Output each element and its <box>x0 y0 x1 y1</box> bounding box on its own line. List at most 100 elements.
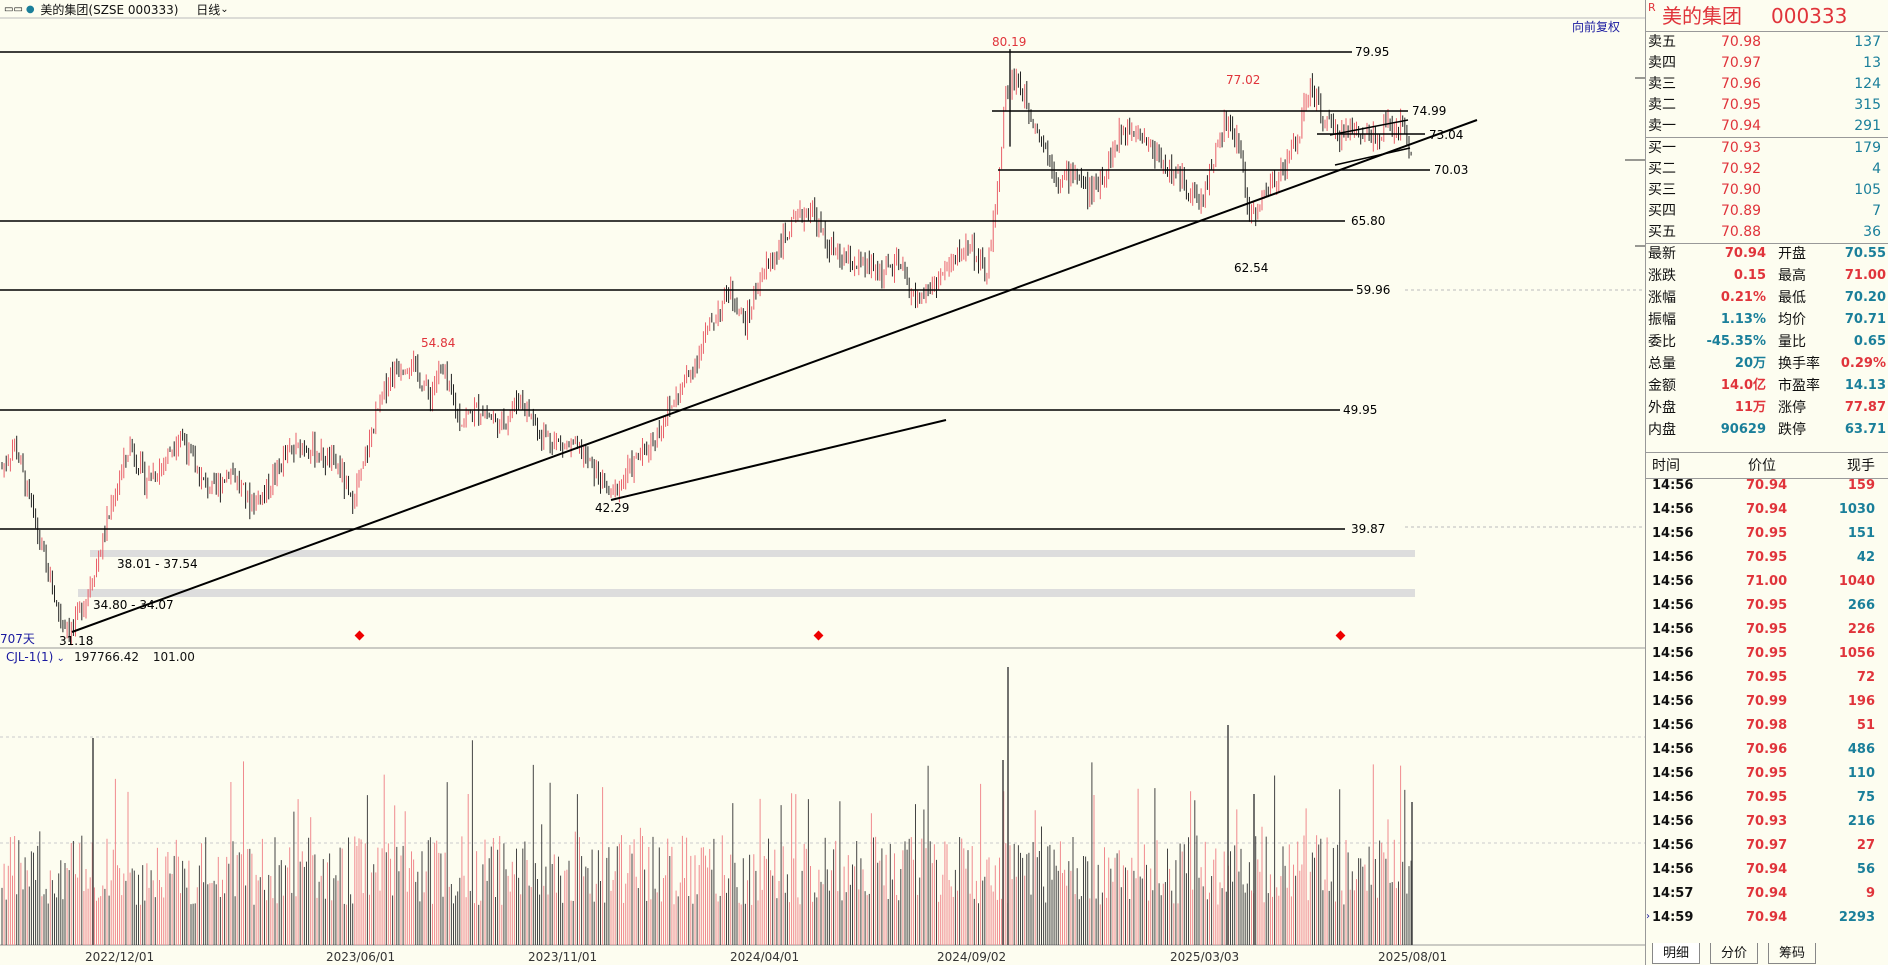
orderbook-volume: 124 <box>1854 76 1881 92</box>
stat-cell: 均价 70.71 <box>1776 309 1886 331</box>
tick-price: 70.99 <box>1746 694 1788 709</box>
tick-volume: 27 <box>1856 838 1875 853</box>
level-label: 74.99 <box>1412 104 1446 118</box>
stat-value: 0.65 <box>1853 334 1886 349</box>
tick-price: 70.94 <box>1746 886 1788 901</box>
level-label: 70.03 <box>1434 163 1468 177</box>
scroll-arrow-icon[interactable]: › <box>1646 911 1650 922</box>
stat-label: 最高 <box>1778 268 1806 284</box>
tick-row: 14:56 70.95 151 <box>1646 522 1888 546</box>
tick-time: 14:57 <box>1652 886 1694 901</box>
tick-price: 70.95 <box>1746 790 1788 805</box>
stat-value: 14.13 <box>1844 378 1886 393</box>
stat-cell: 委比 -45.35% <box>1646 331 1766 353</box>
tick-price: 70.96 <box>1746 742 1788 757</box>
tick-price: 70.93 <box>1746 814 1788 829</box>
x-tick-label: 2022/12/01 <box>85 950 154 964</box>
stat-cell: 开盘 70.55 <box>1776 243 1886 265</box>
indicator-name[interactable]: CJL-1(1) <box>6 650 54 664</box>
tick-row: 14:56 70.97 27 <box>1646 834 1888 858</box>
orderbook-label: 卖二 <box>1648 97 1676 113</box>
trend-line-main <box>71 119 1478 633</box>
orderbook-volume: 105 <box>1854 182 1881 198</box>
adjust-mode-button[interactable]: 向前复权 <box>1572 20 1621 34</box>
stat-value: -45.35% <box>1706 334 1766 349</box>
stat-value: 70.71 <box>1844 312 1886 327</box>
stat-cell: 量比 0.65 <box>1776 331 1886 353</box>
stat-cell: 涨幅 0.21% <box>1646 287 1766 309</box>
stat-label: 涨跌 <box>1648 268 1676 284</box>
orderbook-label: 买二 <box>1648 161 1676 177</box>
orderbook-volume: 291 <box>1854 118 1881 134</box>
tab-price-dist[interactable]: 分价 <box>1710 943 1759 964</box>
stat-label: 涨停 <box>1778 400 1806 416</box>
tick-time: 14:56 <box>1652 862 1694 877</box>
stat-label: 量比 <box>1778 334 1806 350</box>
tick-price: 71.00 <box>1746 574 1788 589</box>
signal-diamond <box>1335 630 1346 641</box>
x-tick-label: 2023/06/01 <box>326 950 395 964</box>
x-tick-label: 2023/11/01 <box>528 950 597 964</box>
signal-diamond <box>354 630 365 641</box>
tab-detail[interactable]: 明细 <box>1652 943 1701 964</box>
stat-value: 0.29% <box>1840 356 1886 371</box>
tick-volume: 42 <box>1856 550 1875 565</box>
period-selector[interactable]: 日线 ⌄ <box>196 0 228 19</box>
tick-time: 14:56 <box>1652 574 1694 589</box>
tick-price: 70.95 <box>1746 550 1788 565</box>
tick-time: 14:59 <box>1652 910 1694 925</box>
stat-label: 换手率 <box>1778 356 1820 372</box>
tick-row: 14:56 70.99 196 <box>1646 690 1888 714</box>
orderbook-price: 70.89 <box>1721 203 1762 219</box>
orderbook-row: 卖五 70.98 137 <box>1646 32 1888 53</box>
tick-volume: 72 <box>1856 670 1875 685</box>
x-tick-label: 2024/09/02 <box>937 950 1006 964</box>
tick-row: 14:56 70.95 75 <box>1646 786 1888 810</box>
orderbook-row: 买三 70.90 105 <box>1646 180 1888 201</box>
stat-value: 70.20 <box>1844 290 1886 305</box>
tick-row: 14:56 70.95 42 <box>1646 546 1888 570</box>
volume-indicator-header[interactable]: CJL-1(1) ⌄ 197766.42 101.00 <box>6 650 195 664</box>
trend-line-secondary <box>610 419 947 501</box>
tick-price: 70.98 <box>1746 718 1788 733</box>
stat-label: 开盘 <box>1778 246 1806 262</box>
tick-time: 14:56 <box>1652 646 1694 661</box>
stat-cell: 最高 71.00 <box>1776 265 1886 287</box>
orderbook-label: 卖四 <box>1648 55 1676 71</box>
stat-label: 外盘 <box>1648 400 1676 416</box>
col-vol: 现手 <box>1847 458 1875 474</box>
tick-row: 14:56 70.95 266 <box>1646 594 1888 618</box>
tick-volume: 151 <box>1847 526 1875 541</box>
tick-row: 14:56 70.94 1030 <box>1646 498 1888 522</box>
stat-cell: 外盘 11万 <box>1646 397 1766 419</box>
tick-price: 70.94 <box>1746 910 1788 925</box>
tick-volume: 1040 <box>1838 574 1875 589</box>
chevron-down-icon: ⌄ <box>53 653 69 664</box>
orderbook-row: 买二 70.92 4 <box>1646 159 1888 180</box>
window-toggle-icon[interactable]: ▭▭ <box>4 3 23 15</box>
stat-value: 70.94 <box>1724 246 1766 261</box>
kline-chart[interactable]: 79.95 74.99 73.04 70.03 65.80 59.96 49.9… <box>0 0 1645 965</box>
col-price: 价位 <box>1748 458 1776 474</box>
tick-row: 14:56 70.94 56 <box>1646 858 1888 882</box>
tick-time: 14:56 <box>1652 526 1694 541</box>
stat-label: 最新 <box>1648 246 1676 262</box>
orderbook-label: 卖五 <box>1648 34 1676 50</box>
level-label: 73.04 <box>1429 128 1463 142</box>
stock-header: R 美的集团 000333 <box>1646 0 1888 32</box>
tick-time: 14:56 <box>1652 598 1694 613</box>
ticks-header: 时间 价位 现手 <box>1646 454 1888 478</box>
tab-chips[interactable]: 筹码 <box>1768 943 1817 964</box>
orderbook-volume: 315 <box>1854 97 1881 113</box>
stock-title: 美的集团(SZSE 000333) <box>40 2 179 17</box>
stat-cell: 市盈率 14.13 <box>1776 375 1886 397</box>
tick-row: 14:56 70.95 226 <box>1646 618 1888 642</box>
stat-value: 11万 <box>1734 400 1766 415</box>
tick-row: 14:57 70.94 9 <box>1646 882 1888 906</box>
chart-panel[interactable]: 79.95 74.99 73.04 70.03 65.80 59.96 49.9… <box>0 0 1645 965</box>
tick-volume: 9 <box>1865 886 1875 901</box>
level-label: 39.87 <box>1351 522 1385 536</box>
period-label: 日线 <box>196 2 221 17</box>
tick-time: 14:56 <box>1652 838 1694 853</box>
tick-price: 70.95 <box>1746 646 1788 661</box>
